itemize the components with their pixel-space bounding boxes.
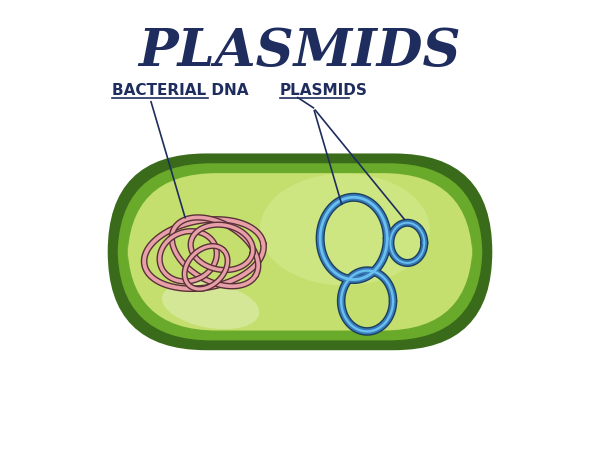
FancyBboxPatch shape: [127, 173, 473, 331]
Ellipse shape: [162, 282, 259, 329]
FancyBboxPatch shape: [107, 153, 493, 350]
Ellipse shape: [260, 174, 430, 285]
FancyBboxPatch shape: [118, 163, 482, 340]
Text: PLASMIDS: PLASMIDS: [280, 82, 368, 98]
Text: BACTERIAL DNA: BACTERIAL DNA: [112, 82, 248, 98]
Text: PLASMIDS: PLASMIDS: [139, 26, 461, 77]
